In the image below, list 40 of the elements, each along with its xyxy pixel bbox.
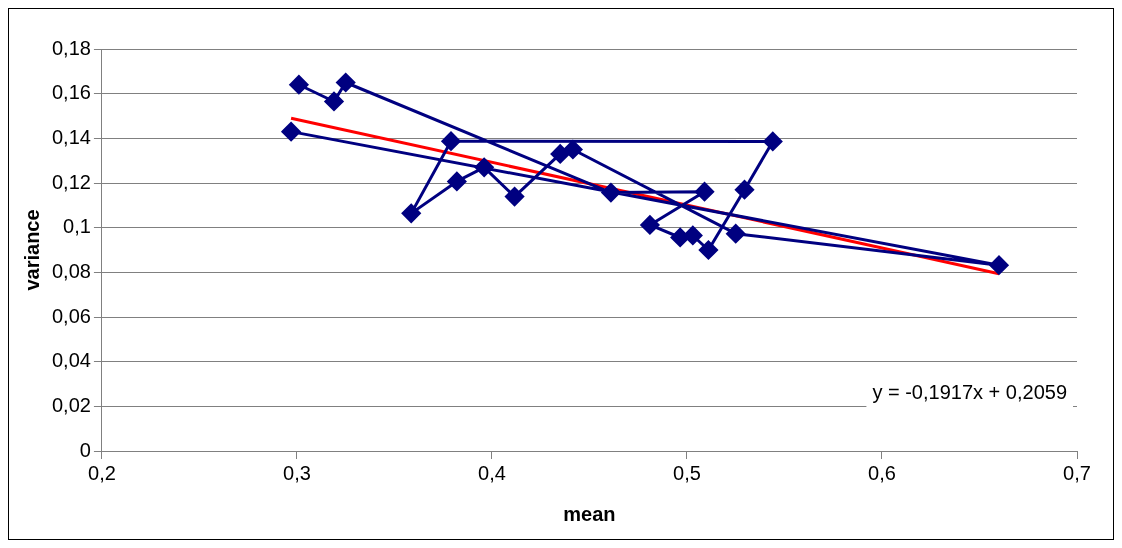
point — [735, 180, 754, 200]
point — [447, 171, 467, 191]
x-tick-label: 0,2 — [88, 461, 116, 484]
annotation: y = -0,1917x + 0,2059 — [872, 380, 1067, 403]
x-tick-label: 0,6 — [868, 461, 896, 484]
y-tick-label: 0,18 — [51, 36, 91, 59]
point — [763, 131, 783, 151]
y-tick-label: 0 — [79, 438, 91, 461]
point — [550, 144, 570, 164]
x-tick-label: 0,7 — [1063, 461, 1091, 484]
y-tick-label: 0,14 — [51, 125, 91, 148]
y-tick-label: 0,16 — [51, 81, 91, 104]
x-tick-label: 0,3 — [283, 461, 311, 484]
point — [474, 157, 494, 177]
point — [289, 75, 309, 95]
point — [336, 73, 356, 92]
point — [324, 91, 344, 111]
y-tick-label: 0,02 — [51, 393, 91, 416]
y-tick-label: 0,04 — [51, 349, 91, 372]
y-tick-label: 0,08 — [51, 259, 91, 282]
point — [640, 215, 660, 235]
point — [989, 255, 1009, 275]
x-tick-label: 0,5 — [673, 461, 701, 484]
point — [695, 182, 715, 202]
y-tick-label: 0,1 — [63, 215, 91, 238]
point — [401, 203, 421, 223]
point — [726, 224, 746, 244]
y-tick-label: 0,06 — [51, 304, 91, 327]
y-tick-label: 0,12 — [51, 170, 91, 193]
y-axis-title: variance — [20, 209, 43, 291]
point — [670, 227, 690, 247]
point — [683, 225, 703, 245]
point — [563, 140, 583, 159]
x-axis-title: mean — [563, 502, 616, 525]
point — [601, 183, 621, 203]
point — [698, 240, 718, 260]
point — [281, 122, 301, 142]
x-tick-label: 0,4 — [478, 461, 506, 484]
point — [441, 131, 461, 151]
point — [505, 187, 525, 207]
